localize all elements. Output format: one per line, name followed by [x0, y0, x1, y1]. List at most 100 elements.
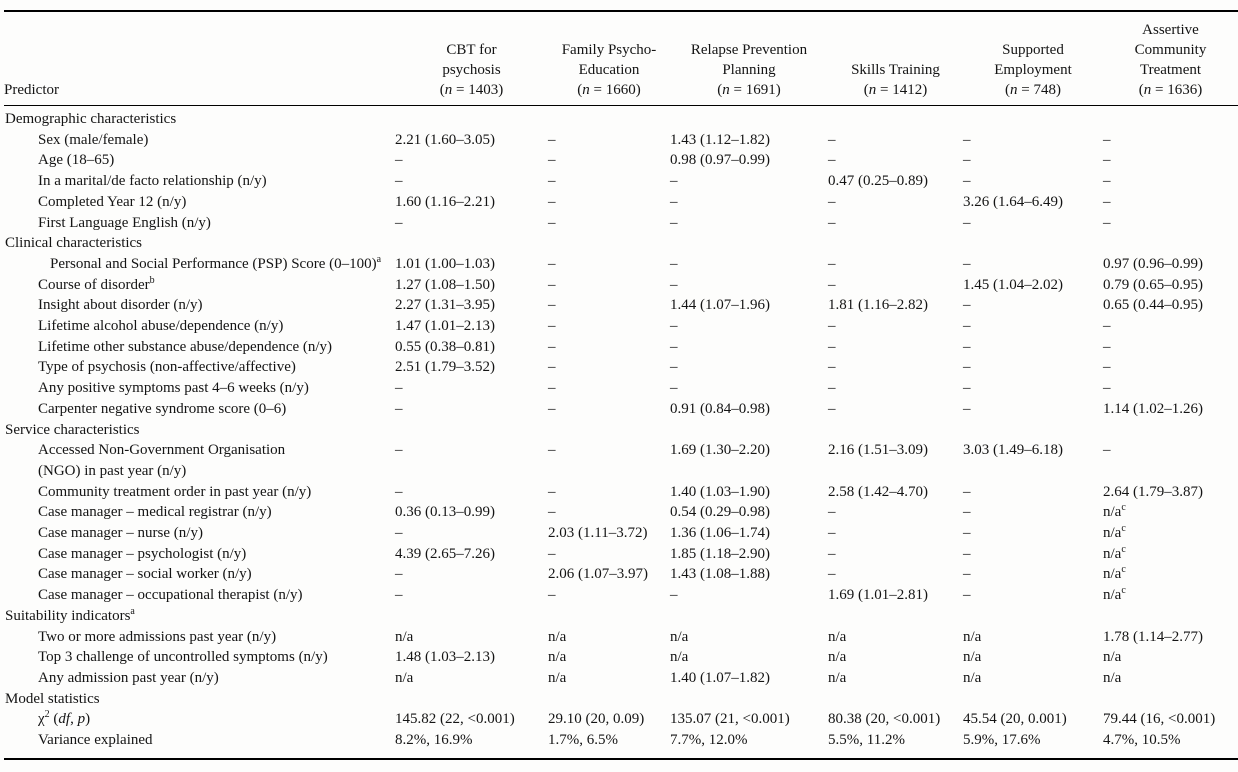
- cell-value: 2.51 (1.79–3.52): [395, 359, 495, 376]
- cell-value: –: [395, 152, 403, 169]
- cell-value: –: [395, 587, 403, 604]
- row-label: χ2 (df, p): [38, 709, 91, 728]
- row-label: Case manager – medical registrar (n/y): [38, 504, 272, 521]
- cell-value: –: [1103, 380, 1111, 397]
- table-row: First Language English (n/y) – – – – – –: [4, 213, 1238, 234]
- cell-value: –: [548, 504, 556, 521]
- cell-value: –: [963, 255, 971, 272]
- table-row: In a marital/de facto relationship (n/y)…: [4, 171, 1238, 192]
- column-header-cbt: CBT for psychosis (n = 1403): [395, 10, 548, 106]
- cell-value: 0.97 (0.96–0.99): [1103, 255, 1203, 272]
- cell-value: –: [828, 152, 836, 169]
- table-row: Insight about disorder (n/y) 2.27 (1.31–3…: [4, 295, 1238, 316]
- cell-value: –: [670, 380, 678, 397]
- cell-value: 1.40 (1.07–1.82): [670, 669, 770, 686]
- cell-value: –: [1103, 442, 1111, 459]
- row-label: Any admission past year (n/y): [38, 669, 219, 686]
- cell-value: 0.54 (0.29–0.98): [670, 504, 770, 521]
- row-label: Type of psychosis (non-affective/affecti…: [38, 359, 296, 376]
- cell-value: –: [548, 442, 556, 459]
- cell-value: –: [1103, 152, 1111, 169]
- cell-value: 5.9%, 17.6%: [963, 730, 1103, 760]
- cell-value: –: [670, 276, 678, 293]
- cell-value: 8.2%, 16.9%: [395, 730, 548, 760]
- row-label: Case manager – nurse (n/y): [38, 525, 203, 542]
- cell-value: n/a: [1103, 669, 1122, 686]
- cell-value: –: [1103, 359, 1111, 376]
- cell-value: –: [963, 525, 971, 542]
- cell-value: –: [1103, 318, 1111, 335]
- row-label: Completed Year 12 (n/y): [38, 193, 187, 210]
- cell-value: –: [548, 587, 556, 604]
- cell-value: n/a: [548, 649, 567, 666]
- cell-value: 1.78 (1.14–2.77): [1103, 628, 1203, 645]
- cell-value: n/a: [670, 628, 689, 645]
- table-row: Lifetime alcohol abuse/dependence (n/y) 1…: [4, 316, 1238, 337]
- cell-value: –: [963, 566, 971, 583]
- cell-value: –: [828, 400, 836, 417]
- section-row: Demographic characteristics: [4, 106, 1238, 130]
- cell-value: n/a: [828, 649, 847, 666]
- row-label: Course of disorderb: [38, 274, 155, 293]
- cell-value: –: [828, 131, 836, 148]
- cell-value: 4.7%, 10.5%: [1103, 730, 1238, 760]
- cell-value: 7.7%, 12.0%: [670, 730, 828, 760]
- cell-value: n/a: [670, 649, 689, 666]
- cell-value: 79.44 (16, <0.001): [1103, 711, 1216, 728]
- table-row: Lifetime other substance abuse/dependenc…: [4, 337, 1238, 358]
- cell-value: –: [548, 276, 556, 293]
- results-table: Predictor CBT for psychosis (n = 1403) Fam…: [4, 10, 1238, 760]
- cell-value: –: [548, 545, 556, 562]
- cell-value: 1.60 (1.16–2.21): [395, 193, 495, 210]
- cell-value: 1.48 (1.03–2.13): [395, 649, 495, 666]
- cell-value: –: [670, 214, 678, 231]
- row-label: Insight about disorder (n/y): [38, 297, 203, 314]
- cell-value: n/a: [963, 649, 982, 666]
- cell-value: –: [828, 338, 836, 355]
- row-label: First Language English (n/y): [38, 214, 211, 231]
- cell-value: –: [963, 359, 971, 376]
- cell-value: n/ac: [1103, 502, 1126, 521]
- row-label: Variance explained: [4, 730, 395, 760]
- row-label: Personal and Social Performance (PSP) Sc…: [50, 253, 382, 272]
- cell-value: –: [828, 193, 836, 210]
- cell-value: –: [963, 173, 971, 190]
- cell-value: –: [963, 338, 971, 355]
- cell-value: 5.5%, 11.2%: [828, 730, 963, 760]
- cell-value: n/ac: [1103, 523, 1126, 542]
- row-label: Accessed Non-Government Organisation (NGO…: [38, 442, 286, 479]
- table-body: Demographic characteristics Sex (male/fem…: [4, 106, 1238, 760]
- cell-value: 1.36 (1.06–1.74): [670, 525, 770, 542]
- table-row: Case manager – social worker (n/y) – 2.06 …: [4, 564, 1238, 585]
- cell-value: –: [828, 359, 836, 376]
- cell-value: –: [548, 483, 556, 500]
- cell-value: –: [548, 214, 556, 231]
- column-header-relapse-prevention: Relapse Prevention Planning (n = 1691): [670, 10, 828, 106]
- section-row: Clinical characteristics: [4, 233, 1238, 254]
- cell-value: n/ac: [1103, 585, 1126, 604]
- cell-value: 0.98 (0.97–0.99): [670, 152, 770, 169]
- cell-value: n/a: [963, 628, 982, 645]
- row-label: Case manager – occupational therapist (n…: [38, 587, 303, 604]
- cell-value: 1.43 (1.08–1.88): [670, 566, 770, 583]
- cell-value: 0.79 (0.65–0.95): [1103, 276, 1203, 293]
- table-row: Carpenter negative syndrome score (0–6) –…: [4, 399, 1238, 420]
- cell-value: n/a: [963, 669, 982, 686]
- cell-value: –: [548, 131, 556, 148]
- cell-value: n/a: [395, 628, 414, 645]
- cell-value: 0.36 (0.13–0.99): [395, 504, 495, 521]
- column-header-supported-employment: Supported Employment (n = 748): [963, 10, 1103, 106]
- cell-value: 1.85 (1.18–2.90): [670, 545, 770, 562]
- table-row: Top 3 challenge of uncontrolled symptoms…: [4, 647, 1238, 668]
- row-label: In a marital/de facto relationship (n/y): [38, 173, 267, 190]
- section-row: Model statistics: [4, 689, 1238, 710]
- cell-value: –: [395, 214, 403, 231]
- predictor-column-header: Predictor: [4, 10, 395, 106]
- row-label: Age (18–65): [38, 152, 115, 169]
- cell-value: –: [828, 566, 836, 583]
- cell-value: 1.01 (1.00–1.03): [395, 255, 495, 272]
- cell-value: –: [548, 152, 556, 169]
- column-header-skills-training: Skills Training (n = 1412): [828, 10, 963, 106]
- cell-value: 145.82 (22, <0.001): [395, 711, 515, 728]
- cell-value: –: [828, 504, 836, 521]
